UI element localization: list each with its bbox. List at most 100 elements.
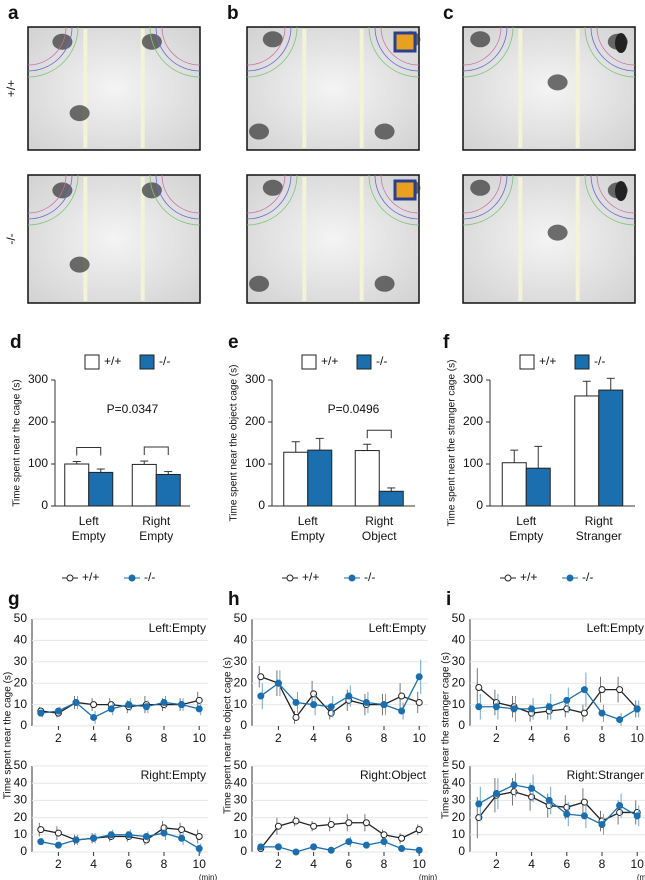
y-tick-label: 10 <box>234 827 248 841</box>
y-tick-label: 30 <box>14 654 28 668</box>
heat-spot <box>141 182 162 199</box>
legend-label: -/- <box>582 570 593 584</box>
cage-zone <box>368 174 420 226</box>
y-axis-label: Time spent near the stranger cage (s) <box>447 360 458 527</box>
point <box>398 692 406 700</box>
cage-zone <box>462 174 508 220</box>
y-tick-label: 100 <box>245 456 265 470</box>
point <box>580 686 588 694</box>
x-tick-label: Left Empty <box>72 514 106 543</box>
heat-spot <box>547 74 568 91</box>
cage-zone <box>596 26 636 66</box>
cage-zone <box>462 26 508 72</box>
point <box>616 716 624 724</box>
panel-label: a <box>8 3 19 24</box>
point <box>528 793 536 801</box>
y-tick-label: 40 <box>234 633 248 647</box>
chamber-divider <box>359 177 364 301</box>
point <box>257 673 265 681</box>
x-tick-label: 2 <box>55 857 62 871</box>
legend-marker <box>286 574 294 582</box>
cage-zone <box>149 174 201 226</box>
x-tick-label: 8 <box>599 857 606 871</box>
y-axis-label: Time spent near the stranger cage (s) <box>441 652 452 819</box>
point <box>72 836 80 844</box>
point <box>563 803 571 811</box>
y-tick-label: 0 <box>458 718 465 732</box>
y-tick-label: 300 <box>245 372 265 386</box>
cage-zone <box>246 174 286 214</box>
heat-spot <box>249 123 270 140</box>
cage-zone <box>380 26 420 66</box>
series-line <box>478 784 638 826</box>
x-tick-label: 6 <box>345 731 352 745</box>
cage-zone <box>374 174 420 220</box>
x-tick-label: 10 <box>193 857 207 871</box>
legend-swatch <box>301 354 317 370</box>
y-tick-label: 100 <box>463 456 483 470</box>
legend-label: +/+ <box>321 354 338 368</box>
heatmap <box>462 26 636 151</box>
y-axis-label: Time spent near the cage (s) <box>3 672 14 799</box>
cage-zone <box>380 174 420 214</box>
cage-zone <box>27 26 67 66</box>
annotation: P=0.0496 <box>328 402 380 416</box>
cage-zone <box>246 174 298 226</box>
legend-marker <box>504 574 512 582</box>
cage-zone <box>27 174 67 214</box>
x-tick-label: 8 <box>599 731 606 745</box>
point <box>160 698 168 706</box>
cage-zone <box>590 26 636 72</box>
legend-label: -/- <box>159 354 170 368</box>
y-axis-label: Time spent near the object cage (s) <box>223 657 234 814</box>
y-tick-label: 40 <box>452 633 466 647</box>
y-tick-label: 30 <box>234 654 248 668</box>
point <box>563 705 571 713</box>
subtitle: Right:Stranger <box>567 768 644 782</box>
chamber-divider <box>140 29 145 148</box>
point <box>327 709 335 717</box>
point <box>345 692 353 700</box>
point <box>616 808 624 816</box>
x-tick-label: Left Empty <box>509 514 543 543</box>
cage-zone <box>27 26 73 72</box>
y-tick-label: 300 <box>28 372 48 386</box>
point <box>90 834 98 842</box>
point <box>415 698 423 706</box>
point <box>380 701 388 709</box>
y-tick-label: 40 <box>452 775 466 789</box>
y-tick-label: 20 <box>234 810 248 824</box>
point <box>125 831 133 839</box>
y-tick-label: 40 <box>14 633 28 647</box>
y-tick-label: 50 <box>452 758 466 772</box>
point <box>72 698 80 706</box>
series-line <box>478 791 638 822</box>
cage-zone <box>155 174 201 220</box>
point <box>475 683 483 691</box>
legend-label: -/- <box>364 570 375 584</box>
object-icon <box>393 179 417 201</box>
point <box>37 838 45 846</box>
series-line <box>40 699 200 714</box>
x-tick-label: Right Stranger <box>576 514 622 543</box>
heat-spot <box>374 275 395 292</box>
x-tick-label: 10 <box>631 857 645 871</box>
y-tick-label: 10 <box>14 697 28 711</box>
y-tick-label: 10 <box>14 827 28 841</box>
point <box>492 703 500 711</box>
y-tick-label: 0 <box>240 844 247 858</box>
row-label: -/- <box>4 233 18 244</box>
point <box>580 798 588 806</box>
point <box>510 788 518 796</box>
point <box>274 822 282 830</box>
y-tick-label: 40 <box>234 775 248 789</box>
cage-zone <box>590 174 636 220</box>
point <box>142 703 150 711</box>
point <box>107 705 115 713</box>
series-line <box>260 841 420 853</box>
x-tick-label: 2 <box>275 731 282 745</box>
point <box>563 810 571 818</box>
bar <box>598 389 624 507</box>
series-line <box>40 827 200 841</box>
